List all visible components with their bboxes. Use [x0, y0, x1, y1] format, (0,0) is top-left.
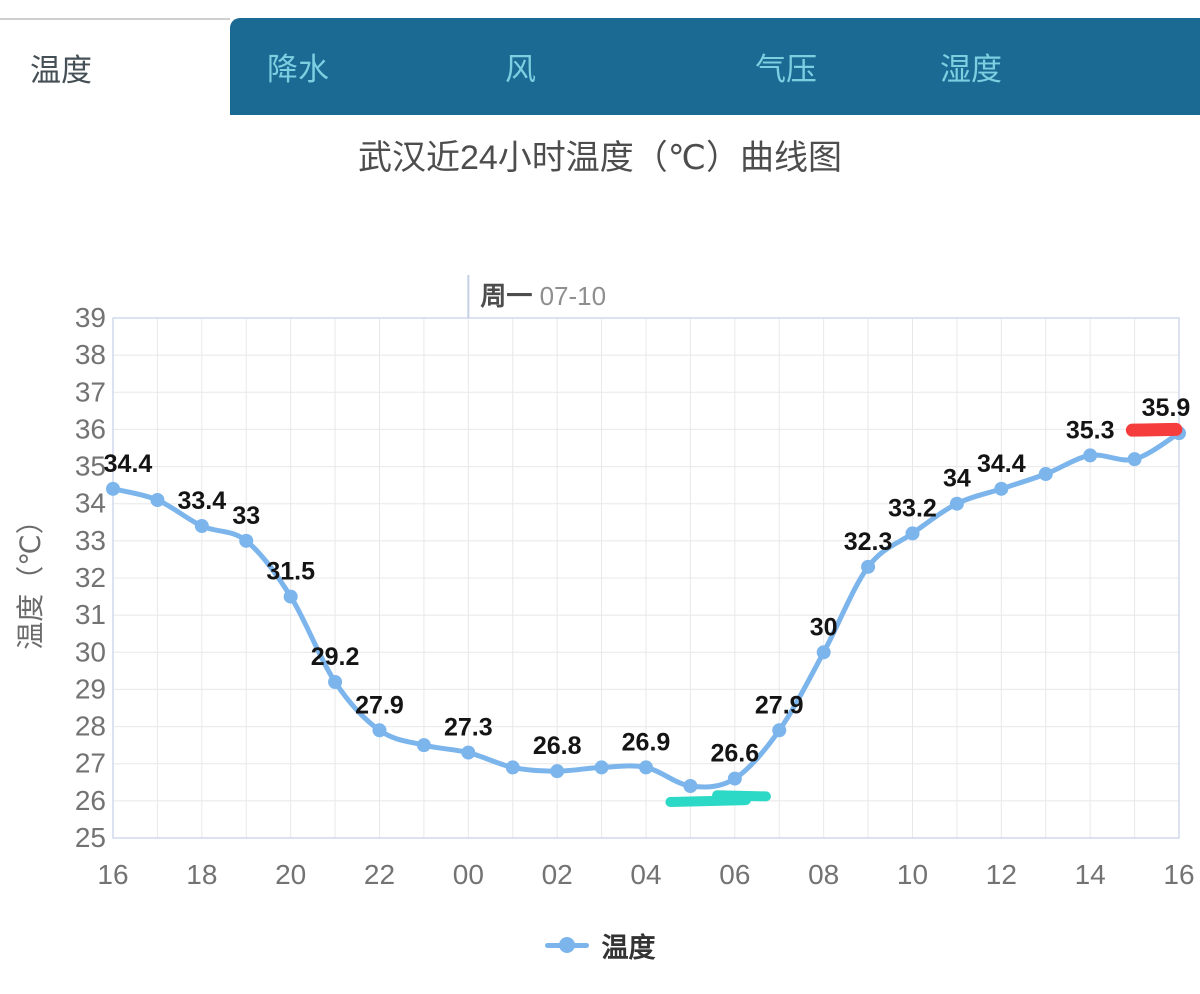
tab-temperature-label: 温度 [30, 53, 92, 88]
tab-humidity[interactable]: 湿度 [940, 18, 1002, 115]
data-point-17[interactable] [150, 493, 165, 507]
x-tick-label: 04 [630, 859, 661, 890]
data-point-label: 27.9 [755, 691, 804, 719]
data-point-01[interactable] [505, 760, 520, 775]
data-point-14[interactable] [1083, 448, 1098, 463]
data-point-label: 35.9 [1142, 394, 1191, 422]
data-point-19[interactable] [239, 533, 254, 548]
tab-precipitation[interactable]: 降水 [267, 18, 329, 115]
tab-precipitation-label: 降水 [267, 52, 329, 87]
x-tick-label: 02 [542, 859, 573, 890]
y-tick-label: 34 [75, 488, 106, 519]
legend-marker [544, 937, 589, 953]
data-point-label: 33.2 [888, 494, 937, 522]
y-tick-label: 29 [75, 673, 106, 704]
data-point-08[interactable] [816, 645, 831, 660]
x-tick-label: 22 [364, 859, 395, 890]
data-point-18[interactable] [194, 519, 209, 533]
data-point-label: 30 [810, 613, 838, 641]
y-tick-label: 32 [75, 562, 106, 593]
tab-wind[interactable]: 风 [505, 18, 536, 115]
data-point-11[interactable] [949, 496, 964, 511]
data-point-label: 32.3 [844, 528, 893, 556]
data-point-label: 35.3 [1066, 416, 1115, 444]
data-point-20[interactable] [283, 589, 298, 604]
y-tick-label: 35 [75, 451, 106, 482]
x-tick-label: 00 [453, 859, 484, 890]
y-tick-label: 36 [75, 413, 106, 444]
data-point-label: 27.3 [444, 714, 493, 742]
data-point-16[interactable] [106, 481, 120, 496]
y-tick-label: 38 [75, 339, 106, 370]
data-point-05[interactable] [683, 779, 698, 793]
data-point-12[interactable] [994, 481, 1009, 496]
y-axis-title: 温度（℃） [15, 506, 46, 649]
x-tick-label: 08 [808, 859, 839, 890]
data-point-label: 29.2 [311, 643, 360, 671]
tabbar-background [230, 18, 1200, 115]
data-point-04[interactable] [639, 760, 653, 775]
data-point-00[interactable] [461, 745, 476, 760]
y-tick-label: 37 [75, 376, 106, 407]
x-tick-label: 16 [1163, 859, 1194, 890]
x-tick-label: 12 [986, 859, 1017, 890]
data-point-02[interactable] [550, 764, 565, 779]
data-point-label: 31.5 [266, 558, 315, 586]
data-point-label: 27.9 [355, 691, 404, 719]
y-tick-label: 39 [75, 302, 106, 333]
annotation-highlight [1125, 422, 1183, 437]
data-point-21[interactable] [328, 675, 343, 689]
legend-marker-dot [558, 937, 575, 953]
data-point-label: 33.4 [177, 487, 226, 515]
tab-pressure-label: 气压 [755, 52, 817, 87]
data-point-label: 26.8 [533, 732, 582, 760]
data-point-label: 26.9 [622, 728, 671, 756]
x-tick-label: 14 [1075, 859, 1106, 890]
data-point-10[interactable] [905, 526, 920, 541]
data-point-label: 34.4 [104, 450, 153, 478]
chart-title: 武汉近24小时温度（℃）曲线图 [357, 139, 842, 177]
legend-item-temperature[interactable]: 温度 [0, 926, 1200, 965]
x-tick-label: 16 [97, 859, 128, 890]
y-tick-label: 25 [75, 822, 106, 853]
y-tick-label: 28 [75, 711, 106, 742]
data-point-label: 34 [943, 465, 971, 493]
data-point-13[interactable] [1038, 467, 1053, 481]
plot-border [112, 317, 1180, 839]
data-point-22[interactable] [372, 723, 387, 738]
y-tick-label: 30 [75, 636, 106, 667]
y-tick-label: 26 [75, 785, 106, 816]
x-tick-label: 06 [719, 859, 750, 890]
day-marker-label: 周一 07-10 [480, 281, 606, 311]
tab-wind-label: 风 [505, 52, 536, 87]
annotation-highlight [712, 790, 771, 802]
x-tick-label: 10 [897, 859, 928, 890]
x-tick-label: 20 [275, 859, 306, 890]
x-tick-label: 18 [186, 859, 217, 890]
legend-label: 温度 [601, 933, 656, 963]
data-point-03[interactable] [594, 760, 609, 775]
tab-pressure[interactable]: 气压 [755, 18, 817, 115]
data-point-09[interactable] [861, 559, 876, 574]
data-point-label: 33 [232, 502, 260, 530]
tab-temperature[interactable]: 温度 [0, 18, 230, 115]
data-point-15[interactable] [1127, 452, 1142, 467]
tab-humidity-label: 湿度 [940, 52, 1002, 87]
y-tick-label: 27 [75, 748, 106, 779]
data-point-06[interactable] [727, 771, 742, 786]
data-point-23[interactable] [416, 738, 431, 753]
y-tick-label: 31 [75, 599, 106, 630]
data-point-07[interactable] [772, 723, 787, 738]
data-point-label: 34.4 [977, 450, 1026, 478]
weather-metric-tabbar: 温度 降水 风 气压 湿度 [0, 0, 1200, 115]
data-point-label: 26.6 [710, 740, 759, 768]
y-tick-label: 33 [75, 525, 106, 556]
